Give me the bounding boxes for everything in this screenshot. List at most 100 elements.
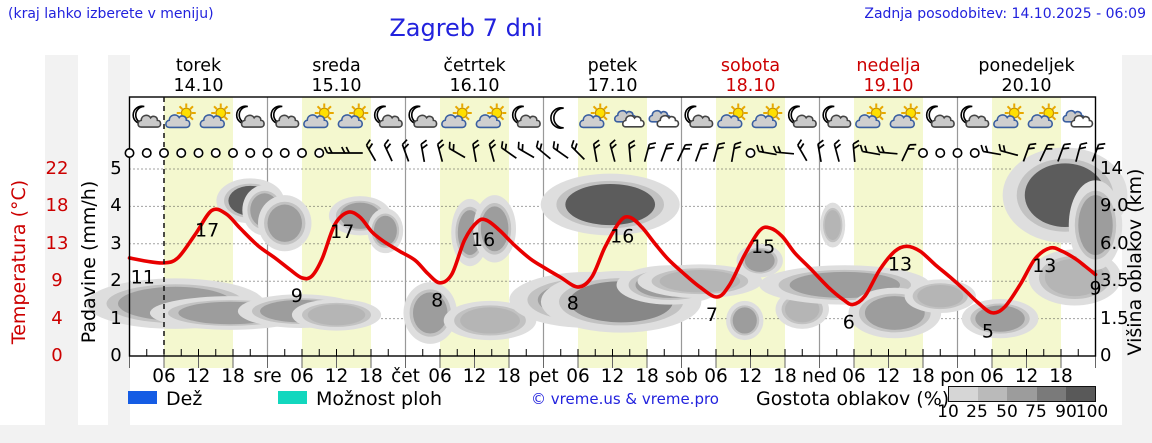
day-date: 20.10 [1001,76,1051,96]
wind-barb-icon [609,139,617,162]
cloud-blob [824,210,841,241]
barb-feather [421,143,428,150]
sun-ray [189,105,194,110]
sun-cloud-icon [303,103,334,129]
temperature-value-label: 7 [706,304,718,326]
calm-wind-icon [228,148,239,159]
day-name: četrtek [443,56,506,76]
wind-barb-icon [500,141,517,159]
moon-cloud-icon [373,105,403,128]
x-hour-label: 06 [980,366,1004,387]
wind-barb-icon [436,139,445,162]
barb-staff [730,143,736,163]
barb-feather [683,147,691,150]
sun-ray [903,105,908,110]
barb-feather [835,143,842,150]
sun-ray [351,105,356,110]
wind-barb-icon [852,139,860,163]
calm-wind-icon [262,148,273,159]
barb-feather [1027,147,1035,150]
x-hour-label: 06 [152,366,176,387]
cloud-scale-segment [1007,387,1037,401]
wind-barb-icon [859,144,881,156]
wind-barb-icon [756,144,777,156]
barb-feather [777,146,782,153]
sun-cloud-icon [889,103,921,129]
barb-staff [694,144,703,162]
cloud-shape [751,114,778,129]
day-date: 17.10 [587,76,637,96]
cloud-height-tick: 3.5 [1100,270,1129,291]
temperature-value-label: 11 [131,266,155,288]
barb-feather [665,147,673,150]
x-day-abbrev: pet [528,366,558,387]
barb-feather [383,139,390,146]
temperature-value-label: 9 [1089,278,1101,300]
page-margin-strip [108,55,130,443]
cloud-scale-segment [1036,387,1066,401]
credit-link[interactable]: © vreme.us & vreme.pro [531,390,719,408]
calm-wind-icon [245,148,256,159]
calm-wind-icon [296,148,307,159]
temperature-value-label: 9 [291,285,303,307]
barb-feather [760,145,765,153]
barb-staff [879,151,898,155]
barb-staff [536,146,551,160]
barb-feather [909,143,917,146]
clouds-icon [648,109,680,128]
barb-feather [1096,147,1104,150]
cloud-shape [717,114,743,129]
wind-barb-icon [772,145,795,155]
sun-ray [741,116,746,121]
moon-shape [550,107,564,129]
barb-feather [593,143,601,150]
barb-feather [448,141,451,149]
temp-tick: 18 [45,195,69,216]
barb-feather [1080,142,1088,146]
barb-feather [365,139,371,146]
sun-ray [603,105,608,110]
sun-ray [592,105,598,110]
barb-feather [716,146,724,150]
barb-feather [756,144,760,152]
wind-barb-icon [797,139,808,162]
barb-feather [876,145,881,153]
temperature-curve [127,207,1098,315]
cloud-shape [656,114,680,128]
temperature-axis-title: Temperatura (°C) [8,179,30,345]
sun-ray [1017,116,1022,121]
barb-staff [1057,144,1065,162]
cloud-blob [659,269,741,293]
day-date: 19.10 [863,76,913,96]
sun-ray [189,116,194,121]
barb-feather [488,139,496,145]
barb-feather [328,146,333,154]
temperature-value-label: 5 [982,320,994,342]
x-hour-label: 12 [739,366,763,387]
x-day-abbrev: ned [802,366,837,387]
x-hour-label: 12 [1015,366,1039,387]
cloud-scale-segment [949,387,979,401]
showers-legend-label: Možnost ploh [312,388,447,410]
x-hour-label: 18 [911,366,935,387]
barb-feather [385,143,392,150]
temperature-value-label: 16 [610,225,634,247]
x-hour-label: 18 [221,366,245,387]
cloud-scale-segment [1065,387,1096,401]
barb-feather [340,146,346,154]
precip-tick: 5 [110,158,122,179]
barb-staff [862,150,881,156]
barb-feather [907,147,915,150]
barb-feather [420,139,428,145]
wind-barb-icon [901,143,917,162]
calm-wind-icon [952,148,963,159]
barb-feather [490,143,497,150]
cloud-shape [855,114,881,129]
sun-ray [223,116,229,121]
barb-feather [880,146,885,153]
sun-ray [316,105,322,110]
barb-staff [817,143,822,163]
barb-feather [628,144,636,150]
